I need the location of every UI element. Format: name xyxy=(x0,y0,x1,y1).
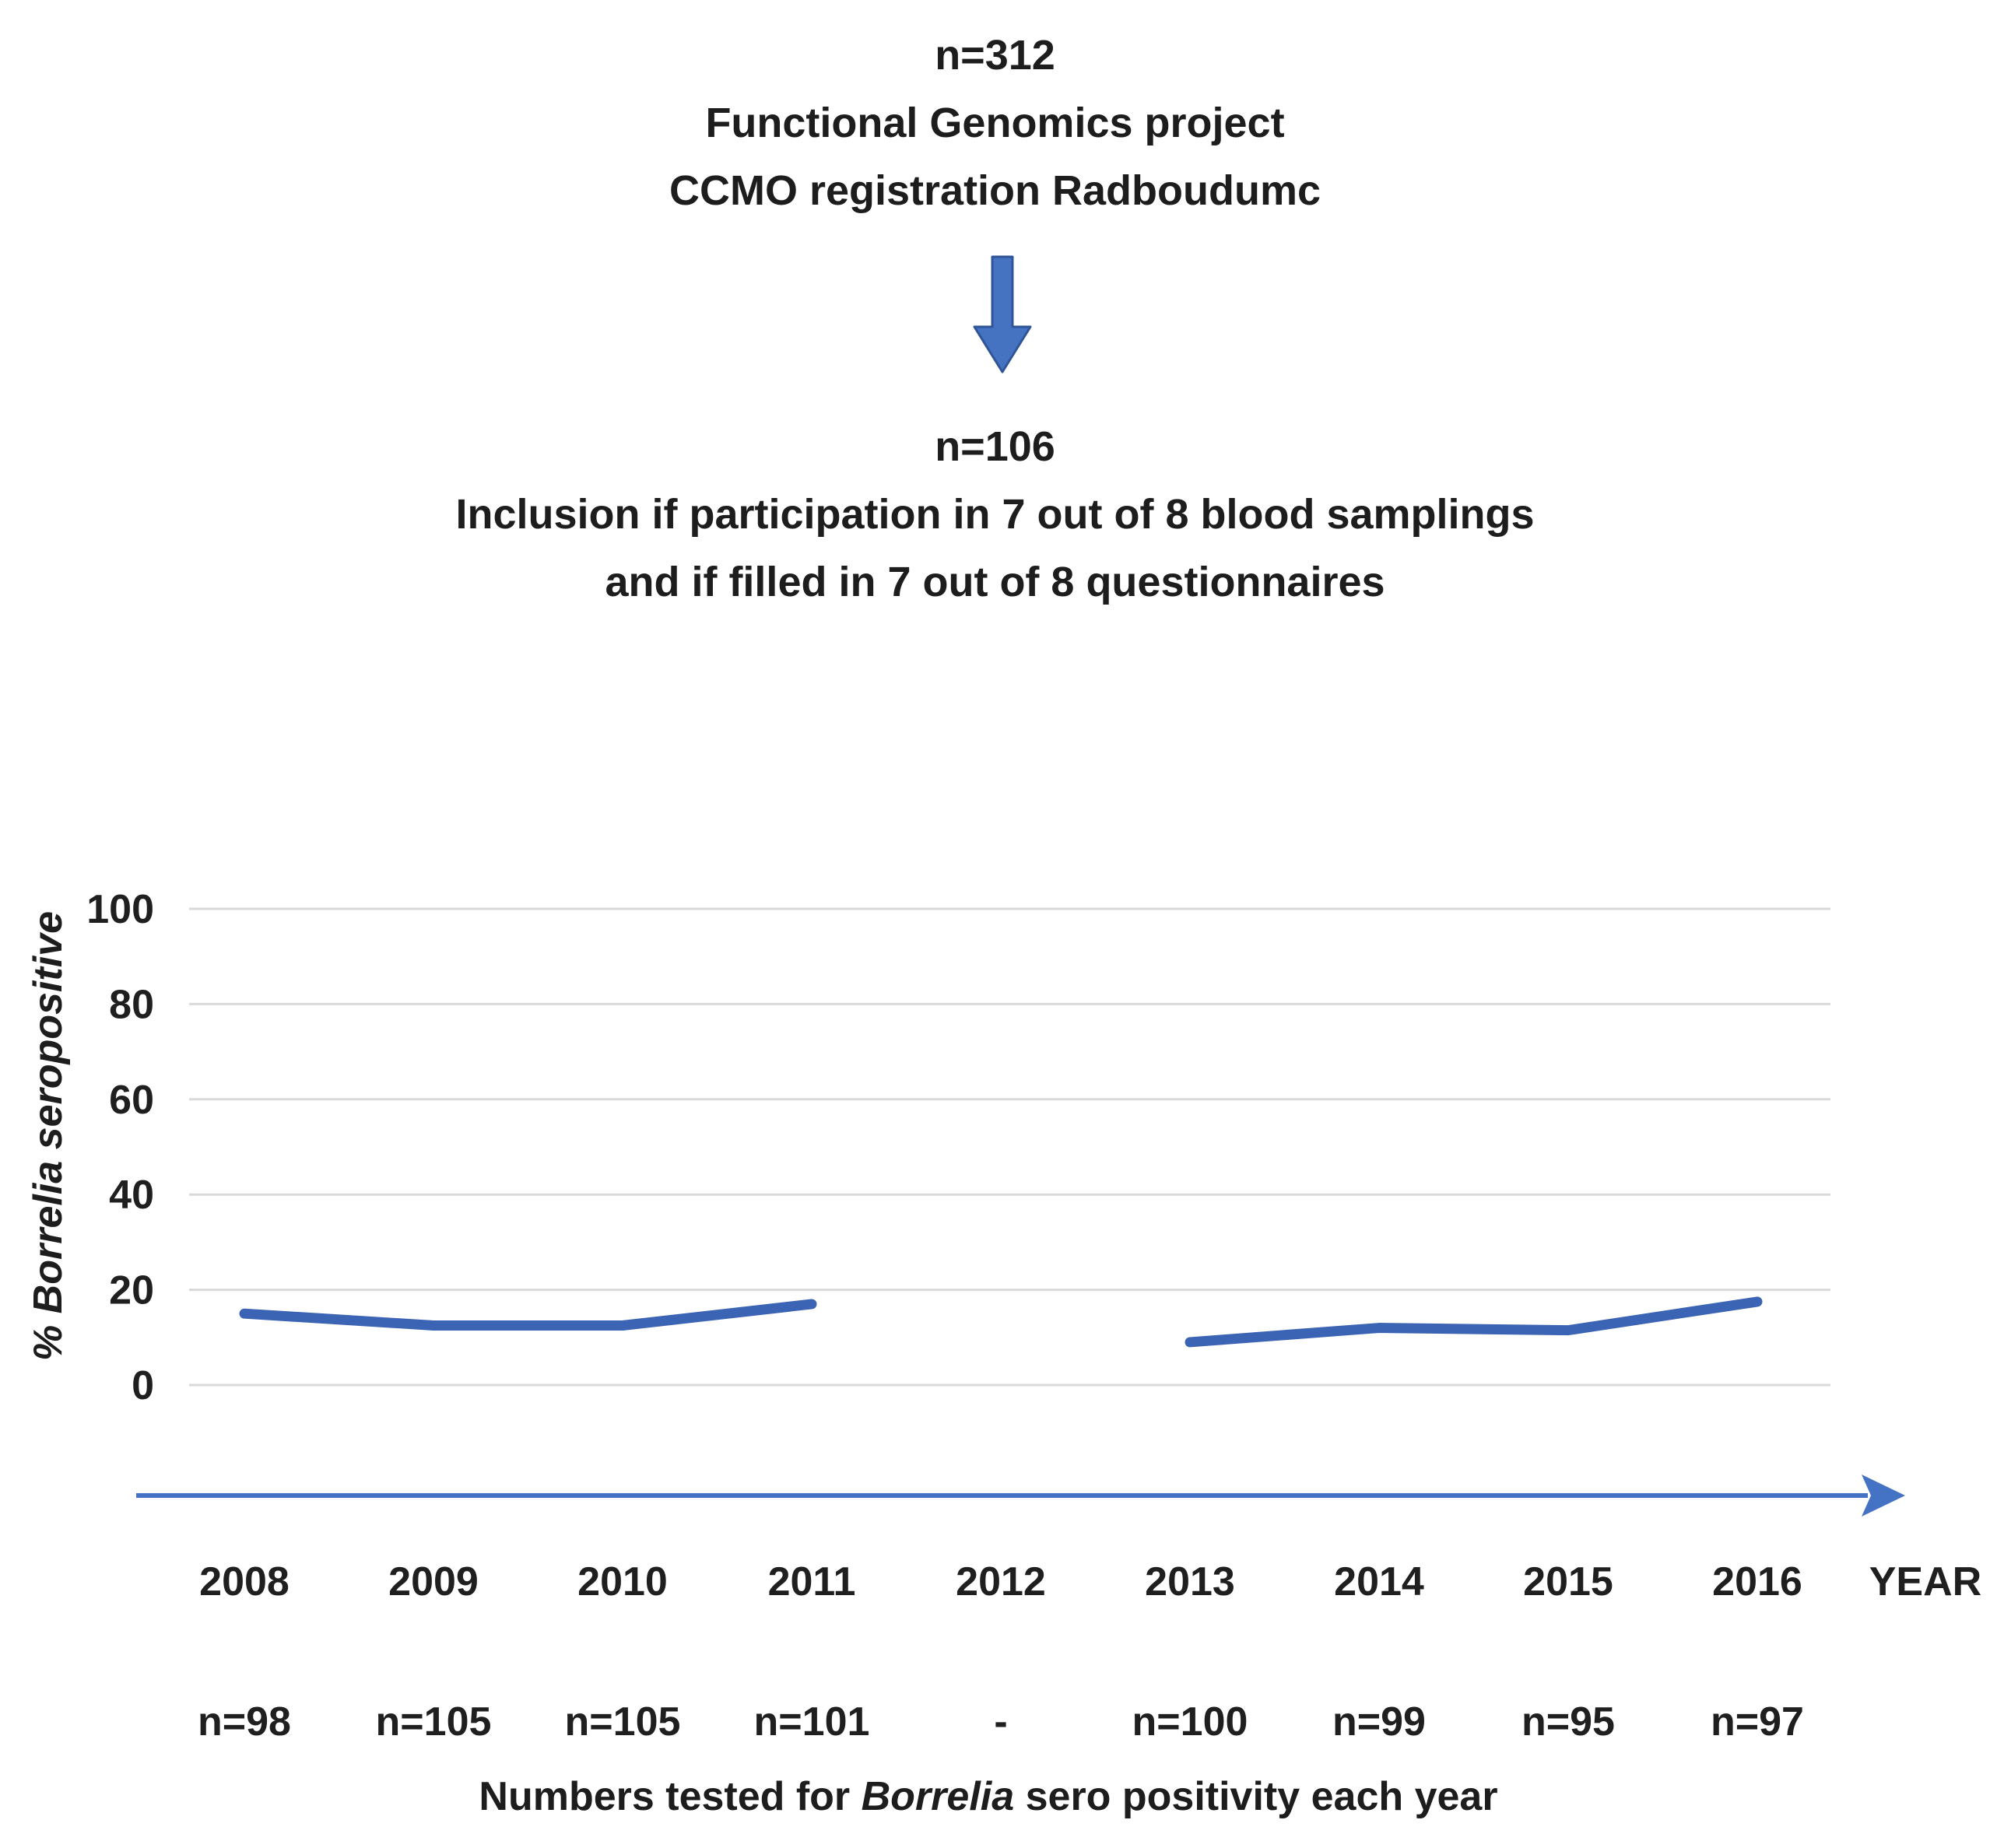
flow-node1-project: Functional Genomics project xyxy=(705,100,1285,146)
data-line-segment-end xyxy=(1185,1296,1763,1348)
y-axis-title-borrelia: Borrelia xyxy=(26,1160,71,1314)
flow-node1-count: n=312 xyxy=(935,32,1055,79)
flow-node-enrollment: n=312 Functional Genomics project CCMO r… xyxy=(0,22,1990,225)
sample-size-label-2016: n=97 xyxy=(1711,1699,1804,1745)
caption-borrelia: Borrelia xyxy=(861,1774,1015,1819)
sample-size-label-2010: n=105 xyxy=(565,1699,681,1745)
x-tick-label-2009: 2009 xyxy=(388,1559,479,1604)
x-tick-label-2016: 2016 xyxy=(1712,1559,1802,1604)
y-tick-label-0: 0 xyxy=(132,1363,154,1408)
y-axis-title: % Borrelia seropositive xyxy=(25,825,72,1447)
caption-suffix: sero positivity each year xyxy=(1014,1774,1498,1819)
x-axis-label: YEAR xyxy=(1869,1559,1981,1604)
y-tick-label-80: 80 xyxy=(109,982,154,1027)
x-tick-label-2010: 2010 xyxy=(577,1559,668,1604)
sample-size-label-2011: n=101 xyxy=(754,1699,870,1745)
y-axis-title-prefix: % xyxy=(26,1313,71,1362)
x-tick-label-2015: 2015 xyxy=(1523,1559,1613,1604)
y-tick-label-20: 20 xyxy=(109,1268,154,1313)
caption-prefix: Numbers tested for xyxy=(479,1774,862,1819)
flow-node2-criteria-2: and if filled in 7 out of 8 questionnair… xyxy=(605,559,1385,605)
y-tick-label-40: 40 xyxy=(109,1173,154,1218)
chart-caption: Numbers tested for Borrelia sero positiv… xyxy=(210,1773,1767,1820)
x-tick-label-2014: 2014 xyxy=(1334,1559,1424,1604)
x-tick-label-2008: 2008 xyxy=(199,1559,290,1604)
flow-node2-criteria-1: Inclusion if participation in 7 out of 8… xyxy=(455,491,1535,538)
sample-size-label-2014: n=99 xyxy=(1332,1699,1426,1745)
flow-node-inclusion: n=106 Inclusion if participation in 7 ou… xyxy=(0,413,1990,616)
down-arrow-icon xyxy=(973,255,1032,373)
x-tick-label-2012: 2012 xyxy=(956,1559,1046,1604)
data-line-segment-4 xyxy=(239,1299,817,1331)
flow-node2-count: n=106 xyxy=(935,423,1055,470)
y-tick-label-100: 100 xyxy=(86,887,154,932)
sample-size-label-2009: n=105 xyxy=(376,1699,492,1745)
x-tick-label-2011: 2011 xyxy=(768,1559,856,1604)
y-tick-label-60: 60 xyxy=(109,1078,154,1123)
sample-size-label-2013: n=100 xyxy=(1132,1699,1248,1745)
flow-node1-registration: CCMO registration Radboudumc xyxy=(669,167,1321,214)
x-axis-arrowhead-icon xyxy=(1862,1475,1905,1517)
x-tick-label-2013: 2013 xyxy=(1145,1559,1235,1604)
sample-size-label-2008: n=98 xyxy=(198,1699,291,1745)
sample-size-label-2012: - xyxy=(994,1699,1007,1745)
sample-size-label-2015: n=95 xyxy=(1521,1699,1615,1745)
y-axis-title-suffix: seropositive xyxy=(26,911,71,1161)
